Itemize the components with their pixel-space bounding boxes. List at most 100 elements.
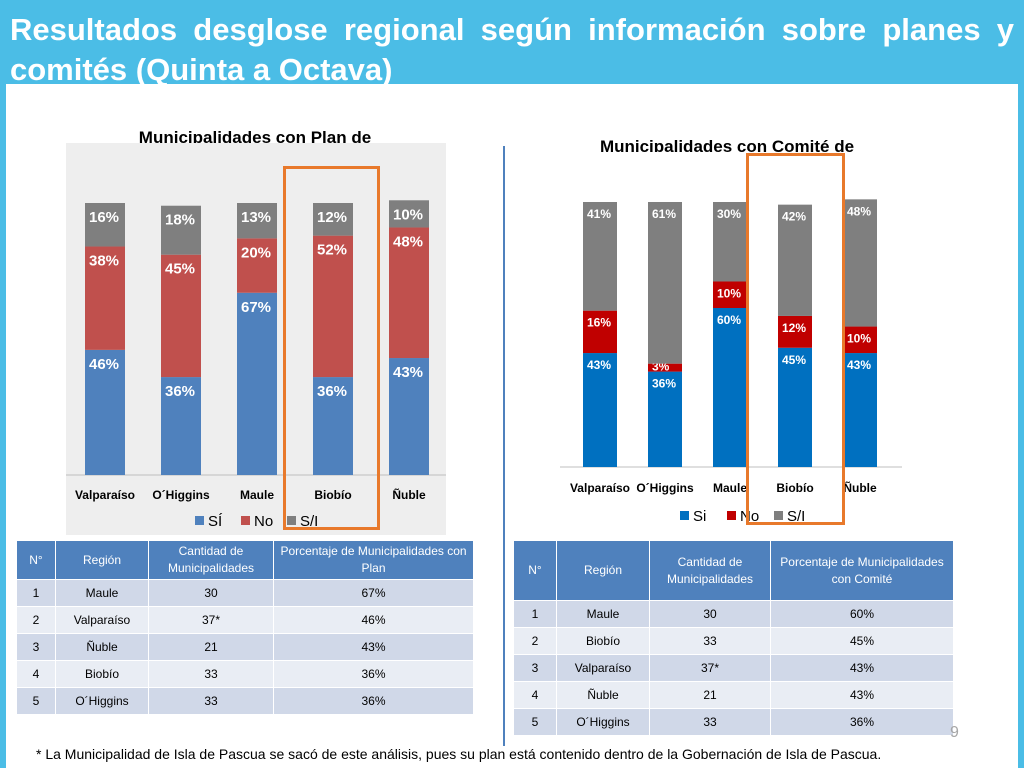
bar-ohiggins-0 [161, 377, 201, 475]
bar-valparaso-2 [85, 203, 125, 247]
category-label: Biobío [314, 488, 351, 502]
data-label: 36% [317, 383, 347, 400]
cell-percent: 46% [273, 606, 474, 634]
bar-ohiggins-0 [648, 371, 682, 467]
data-label: 48% [847, 204, 871, 218]
cell-count: 33 [649, 627, 771, 655]
bar-maule-0 [237, 292, 277, 475]
footnote: * La Municipalidad de Isla de Pascua se … [36, 746, 882, 762]
slide-title: Resultados desglose regional según infor… [10, 12, 1014, 87]
data-label: 41% [587, 207, 611, 221]
cell-percent: 43% [770, 681, 954, 709]
cell-region: Valparaíso [556, 654, 650, 682]
bar-maule-1 [237, 238, 277, 293]
bar-ohiggins-2 [161, 205, 201, 255]
cell-count: 30 [148, 579, 274, 607]
legend-label: Si [693, 508, 706, 525]
cell-num: 4 [513, 681, 557, 709]
cell-count: 37* [148, 606, 274, 634]
bar-valparaso-1 [583, 310, 617, 354]
bar-biobo-1 [778, 315, 812, 348]
bar-uble-2 [843, 199, 877, 327]
category-label: Valparaíso [75, 488, 135, 502]
data-label: 13% [241, 209, 271, 226]
cell-region: O´Higgins [556, 708, 650, 736]
data-label: 67% [241, 299, 271, 316]
bar-biobo-0 [778, 347, 812, 467]
cell-percent: 36% [273, 687, 474, 715]
cell-region: Valparaíso [55, 606, 149, 634]
cell-region: Maule [556, 600, 650, 628]
legend-swatch [241, 516, 250, 525]
col-header-region: Región [55, 540, 149, 580]
data-label: 16% [89, 209, 119, 226]
data-label: 36% [652, 377, 676, 391]
table-header-row: N° Región Cantidad de Municipalidades Po… [16, 540, 474, 580]
data-label: 10% [717, 287, 741, 301]
page-number: 9 [950, 724, 959, 741]
cell-percent: 36% [770, 708, 954, 736]
data-label: 45% [165, 261, 195, 278]
legend-swatch [774, 511, 783, 520]
cell-num: 1 [16, 579, 56, 607]
legend-label: No [740, 508, 759, 525]
cell-num: 1 [513, 600, 557, 628]
col-header-percent: Porcentaje de Municipalidades con Plan [273, 540, 474, 580]
category-label: Valparaíso [570, 481, 630, 495]
cell-count: 33 [148, 687, 274, 715]
bar-valparaso-0 [583, 353, 617, 467]
data-label: 48% [393, 233, 423, 250]
data-label: 46% [89, 356, 119, 373]
table-row: 4 Ñuble 21 43% [513, 681, 954, 709]
legend-label: No [254, 513, 273, 530]
bar-biobo-2 [313, 203, 353, 236]
bar-maule-2 [237, 203, 277, 239]
data-label: 43% [847, 358, 871, 372]
table-row: 5 O´Higgins 33 36% [513, 708, 954, 736]
table-body: 1 Maule 30 60% 2 Biobío 33 45% 3 Valparaíso 37* 43%… [513, 600, 954, 736]
bar-uble-0 [843, 353, 877, 467]
table-comite: N° Región Cantidad de Municipalidades Po… [513, 540, 954, 736]
cell-percent: 45% [770, 627, 954, 655]
cell-region: Biobío [55, 660, 149, 688]
bar-ohiggins-1 [161, 254, 201, 378]
col-header-region: Región [556, 540, 650, 601]
cell-percent: 43% [770, 654, 954, 682]
category-label: Maule [713, 481, 747, 495]
data-label: 61% [652, 207, 676, 221]
cell-num: 3 [16, 633, 56, 661]
cell-region: Maule [55, 579, 149, 607]
col-header-count: Cantidad de Municipalidades [649, 540, 771, 601]
data-label: 12% [782, 321, 806, 335]
cell-region: Biobío [556, 627, 650, 655]
data-label: 20% [241, 244, 271, 261]
data-label: 42% [782, 210, 806, 224]
data-label: 52% [317, 242, 347, 259]
category-label: Maule [240, 488, 274, 502]
bar-ohiggins-2 [648, 202, 682, 364]
cell-count: 37* [649, 654, 771, 682]
cell-percent: 67% [273, 579, 474, 607]
table-row: 3 Ñuble 21 43% [16, 633, 474, 661]
legend-swatch [727, 511, 736, 520]
legend-label: S/I [300, 513, 318, 530]
data-label: 12% [317, 209, 347, 226]
highlight-box-plan [283, 166, 380, 530]
bar-ohiggins-1 [648, 363, 682, 372]
col-header-num: N° [513, 540, 557, 601]
bar-maule-1 [713, 281, 747, 308]
bar-valparaso-1 [85, 246, 125, 350]
table-row: 2 Valparaíso 37* 46% [16, 606, 474, 634]
data-label: 38% [89, 253, 119, 270]
cell-percent: 60% [770, 600, 954, 628]
table-row: 1 Maule 30 67% [16, 579, 474, 607]
category-label: Biobío [776, 481, 813, 495]
cell-region: O´Higgins [55, 687, 149, 715]
data-label: 30% [717, 207, 741, 221]
cell-count: 30 [649, 600, 771, 628]
table-row: 5 O´Higgins 33 36% [16, 687, 474, 715]
cell-num: 4 [16, 660, 56, 688]
bar-uble-1 [843, 326, 877, 354]
bar-uble-2 [389, 200, 429, 228]
